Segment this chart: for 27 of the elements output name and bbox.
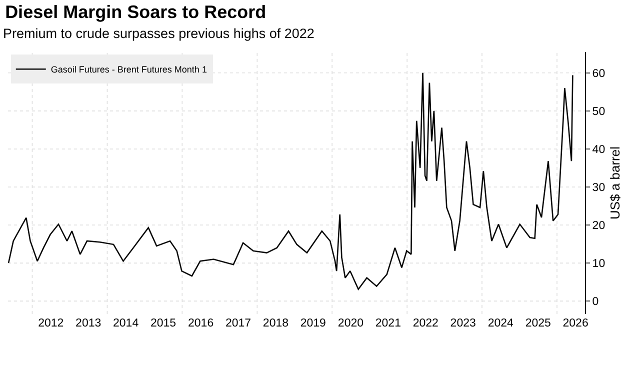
- chart-title: Diesel Margin Soars to Record: [5, 2, 266, 22]
- y-tick-label: 0: [592, 296, 599, 308]
- x-tick-label: 2021: [375, 318, 401, 330]
- y-axis-title: US$ a barrel: [608, 146, 623, 220]
- x-tick-label: 2024: [488, 318, 514, 330]
- x-tick-label: 2016: [188, 318, 214, 330]
- y-tick-label: 10: [592, 258, 606, 270]
- x-tick-label: 2017: [225, 318, 252, 330]
- y-tick-label: 40: [592, 144, 606, 156]
- y-tick-label: 30: [592, 182, 606, 194]
- x-tick-label: 2013: [76, 318, 102, 330]
- x-tick-label: 2020: [338, 318, 364, 330]
- x-tick-label: 2023: [450, 318, 476, 330]
- x-tick-label: 2022: [412, 318, 438, 330]
- x-tick-label: 2018: [262, 318, 289, 330]
- y-tick-label: 60: [592, 68, 606, 80]
- x-tick-label: 2015: [150, 318, 176, 330]
- line-series: [8, 72, 574, 290]
- x-tick-label: 2014: [113, 318, 140, 330]
- chart-subtitle: Premium to crude surpasses previous highs of 2022: [3, 26, 314, 41]
- x-tick-label: 2026: [562, 318, 588, 330]
- legend-label: Gasoil Futures - Brent Futures Month 1: [50, 64, 207, 75]
- y-tick-label: 50: [592, 106, 606, 118]
- x-tick-label: 2025: [525, 318, 551, 330]
- y-tick-label: 20: [592, 220, 606, 232]
- x-tick-label: 2019: [300, 318, 326, 330]
- x-tick-label: 2012: [38, 318, 64, 330]
